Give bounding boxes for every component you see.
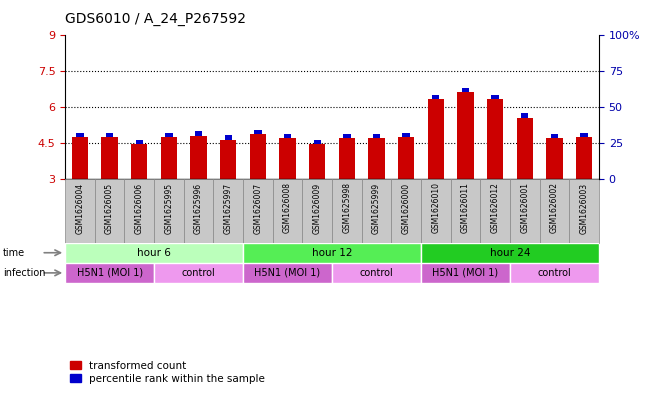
Bar [339,138,355,179]
Bar [65,263,154,283]
Text: GSM1625996: GSM1625996 [194,182,203,233]
Bar [279,138,296,179]
Bar [540,179,569,242]
Bar [190,136,207,179]
Bar [428,99,444,179]
Bar [510,179,540,242]
Bar [195,131,202,136]
Bar [76,133,83,137]
Text: H5N1 (MOI 1): H5N1 (MOI 1) [77,268,143,278]
Bar [362,179,391,242]
Text: GSM1626011: GSM1626011 [461,182,470,233]
Bar [154,179,184,242]
Bar [462,88,469,92]
Bar [254,130,262,134]
Bar [102,137,118,179]
Bar [343,134,350,138]
Bar [432,95,439,99]
Text: GSM1626009: GSM1626009 [312,182,322,233]
Bar [510,263,599,283]
Bar [220,140,236,179]
Text: GSM1625995: GSM1625995 [165,182,173,233]
Text: GSM1626002: GSM1626002 [550,182,559,233]
Bar [457,92,474,179]
Bar [250,134,266,179]
Bar [154,263,243,283]
Text: infection: infection [3,268,46,278]
Bar [421,179,450,242]
Text: control: control [182,268,215,278]
Bar [131,144,147,179]
Text: GSM1626008: GSM1626008 [283,182,292,233]
Text: GSM1626003: GSM1626003 [579,182,589,233]
Text: GSM1626001: GSM1626001 [520,182,529,233]
Text: GDS6010 / A_24_P267592: GDS6010 / A_24_P267592 [65,11,246,26]
Bar [314,140,321,144]
Bar [214,179,243,242]
Text: GSM1626004: GSM1626004 [76,182,85,233]
Bar [65,242,243,263]
Bar [521,113,529,118]
Text: hour 24: hour 24 [490,248,530,258]
Text: H5N1 (MOI 1): H5N1 (MOI 1) [432,268,499,278]
Legend: transformed count, percentile rank within the sample: transformed count, percentile rank withi… [70,361,265,384]
Bar [546,138,562,179]
Bar [124,179,154,242]
Bar [551,134,558,138]
Bar [135,140,143,144]
Bar [106,132,113,137]
Text: GSM1626012: GSM1626012 [491,182,499,233]
Bar [398,137,414,179]
Bar [243,242,421,263]
Bar [576,137,592,179]
Text: control: control [359,268,393,278]
Text: control: control [538,268,572,278]
Bar [161,137,177,179]
Bar [402,132,410,137]
Text: GSM1625998: GSM1625998 [342,182,352,233]
Bar [581,132,588,137]
Text: H5N1 (MOI 1): H5N1 (MOI 1) [255,268,320,278]
Text: GSM1625999: GSM1625999 [372,182,381,233]
Text: GSM1626010: GSM1626010 [432,182,440,233]
Bar [373,134,380,138]
Bar [332,179,362,242]
Bar [243,179,273,242]
Bar [309,144,326,179]
Text: time: time [3,248,25,258]
Bar [492,95,499,99]
Text: GSM1626006: GSM1626006 [135,182,144,233]
Bar [225,136,232,140]
Bar [487,99,503,179]
Bar [243,263,332,283]
Bar [72,137,88,179]
Bar [332,263,421,283]
Bar [165,132,173,137]
Bar [480,179,510,242]
Bar [284,134,291,138]
Bar [517,118,533,179]
Text: GSM1626007: GSM1626007 [253,182,262,233]
Bar [569,179,599,242]
Bar [65,179,95,242]
Bar [450,179,480,242]
Text: hour 12: hour 12 [312,248,352,258]
Bar [421,263,510,283]
Text: GSM1626005: GSM1626005 [105,182,114,233]
Bar [273,179,302,242]
Bar [391,179,421,242]
Bar [421,242,599,263]
Bar [302,179,332,242]
Text: GSM1625997: GSM1625997 [224,182,232,233]
Text: GSM1626000: GSM1626000 [402,182,411,233]
Bar [368,138,385,179]
Text: hour 6: hour 6 [137,248,171,258]
Bar [95,179,124,242]
Bar [184,179,214,242]
